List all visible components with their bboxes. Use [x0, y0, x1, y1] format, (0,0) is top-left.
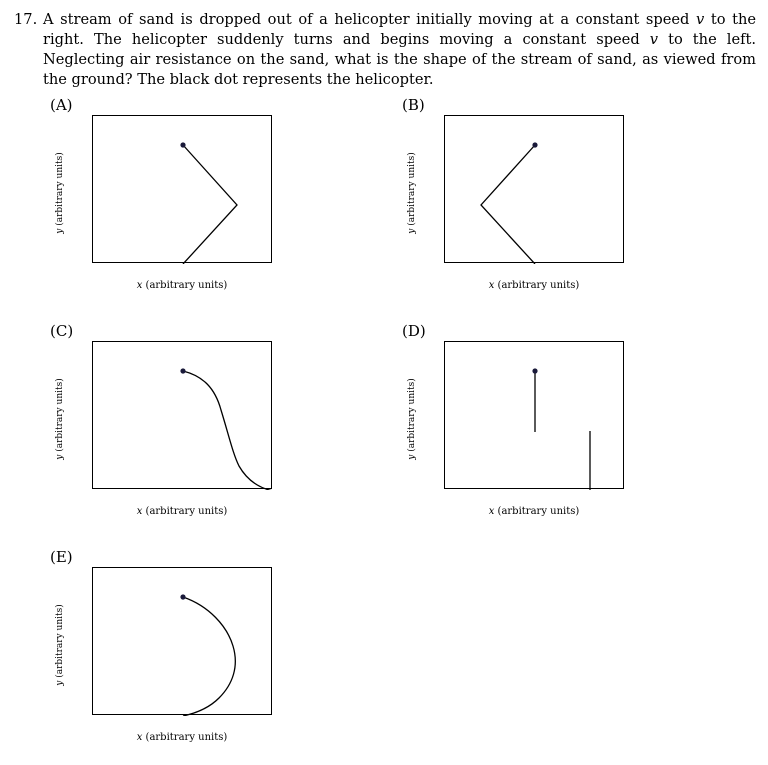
option-d[interactable]: (D) y (arbitrary units) x (arbitrary uni…: [402, 322, 632, 522]
y-axis-label: y (arbitrary units): [407, 152, 417, 234]
x-axis-label: x (arbitrary units): [136, 506, 228, 517]
helicopter-dot: [532, 142, 538, 148]
y-axis-label: y (arbitrary units): [55, 604, 65, 686]
y-axis-label: y (arbitrary units): [55, 378, 65, 460]
option-b[interactable]: (B) y (arbitrary units) x (arbitrary uni…: [402, 96, 632, 296]
question-body: A stream of sand is dropped out of a hel…: [43, 11, 756, 88]
plot-frame: [92, 567, 272, 716]
helicopter-dot: [532, 368, 538, 374]
x-axis-label: x (arbitrary units): [136, 280, 228, 291]
sand-stream-plot: [180, 368, 272, 490]
sand-stream-line: [182, 144, 238, 264]
option-label: (D): [402, 322, 426, 340]
option-e[interactable]: (E) y (arbitrary units) x (arbitrary uni…: [50, 548, 280, 748]
x-axis-label: x (arbitrary units): [488, 506, 580, 517]
option-a[interactable]: (A) y (arbitrary units) x (arbitrary uni…: [50, 96, 280, 296]
sand-stream-line: [182, 596, 236, 716]
option-label: (A): [50, 96, 73, 114]
option-c[interactable]: (C) y (arbitrary units) x (arbitrary uni…: [50, 322, 280, 522]
plot-frame: [92, 115, 272, 264]
plot-frame: [92, 341, 272, 490]
option-label: (B): [402, 96, 425, 114]
question-number: 17.: [14, 11, 38, 28]
option-label: (C): [50, 322, 74, 340]
sand-stream-line: [480, 144, 536, 264]
y-axis-label: y (arbitrary units): [55, 152, 65, 234]
question-text: 17. A stream of sand is dropped out of a…: [14, 10, 756, 90]
sand-stream-plot: [180, 594, 236, 716]
sand-stream-plot: [180, 142, 238, 264]
x-axis-label: x (arbitrary units): [136, 732, 228, 743]
sand-stream-plot: [532, 368, 591, 490]
x-axis-label: x (arbitrary units): [488, 280, 580, 291]
plot-frame: [444, 341, 624, 490]
y-axis-label: y (arbitrary units): [407, 378, 417, 460]
helicopter-dot: [180, 594, 186, 600]
helicopter-dot: [180, 368, 186, 374]
sand-stream-line: [182, 370, 272, 490]
helicopter-dot: [180, 142, 186, 148]
sand-stream-plot: [480, 142, 538, 264]
plot-frame: [444, 115, 624, 264]
option-label: (E): [50, 548, 73, 566]
